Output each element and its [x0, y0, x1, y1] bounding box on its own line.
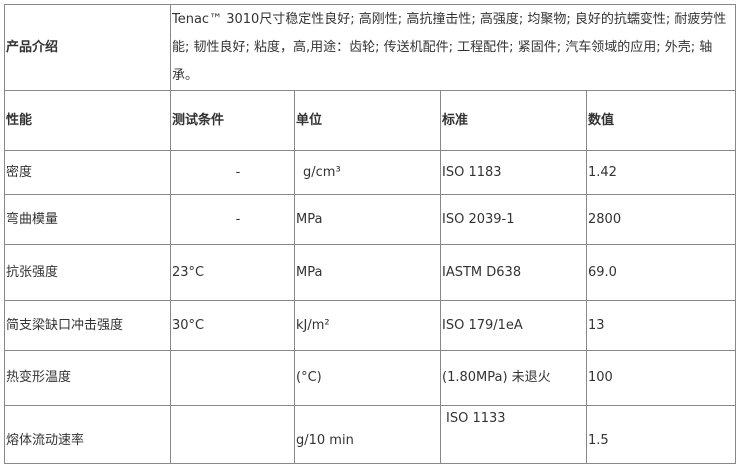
condition [170, 405, 295, 464]
value: 1.5 [585, 405, 737, 464]
intro-row: 产品介绍 Tenac™ 3010尺寸稳定性良好; 高刚性; 高抗撞击性; 高强度… [4, 4, 737, 91]
header-value: 数值 [585, 90, 737, 151]
table-row: 抗张强度 23°C MPa IASTM D638 69.0 [4, 244, 737, 301]
unit: (°C) [294, 350, 441, 406]
condition: - [170, 150, 295, 195]
unit: kJ/m² [294, 300, 441, 351]
condition: 23°C [170, 244, 295, 301]
header-row: 性能 测试条件 单位 标准 数值 [4, 90, 737, 151]
value: 100 [585, 350, 737, 406]
standard: ISO 179/1eA [440, 300, 587, 351]
unit: MPa [294, 194, 441, 245]
product-spec-table: 产品介绍 Tenac™ 3010尺寸稳定性良好; 高刚性; 高抗撞击性; 高强度… [4, 4, 737, 464]
table-row: 简支梁缺口冲击强度 30°C kJ/m² ISO 179/1eA 13 [4, 300, 737, 351]
standard: ISO 2039-1 [440, 194, 587, 245]
value: 2800 [585, 194, 737, 245]
standard: ISO 1183 [440, 150, 587, 195]
table-row: 热变形温度 (°C) (1.80MPa) 未退火 100 [4, 350, 737, 406]
header-property: 性能 [4, 90, 171, 151]
standard: IASTM D638 [440, 244, 587, 301]
property: 密度 [4, 150, 171, 195]
property: 热变形温度 [4, 350, 171, 406]
property: 抗张强度 [4, 244, 171, 301]
standard: ISO 1133 [440, 405, 587, 464]
table-row: 熔体流动速率 g/10 min ISO 1133 1.5 [4, 405, 737, 464]
property: 熔体流动速率 [4, 405, 171, 464]
property: 简支梁缺口冲击强度 [4, 300, 171, 351]
condition: - [170, 194, 295, 245]
unit: MPa [294, 244, 441, 301]
condition: 30°C [170, 300, 295, 351]
intro-text: Tenac™ 3010尺寸稳定性良好; 高刚性; 高抗撞击性; 高强度; 均聚物… [169, 4, 737, 91]
header-standard: 标准 [440, 90, 587, 151]
table-row: 密度 - g/cm³ ISO 1183 1.42 [4, 150, 737, 195]
header-unit: 单位 [294, 90, 441, 151]
value: 69.0 [585, 244, 737, 301]
table-row: 弯曲模量 - MPa ISO 2039-1 2800 [4, 194, 737, 245]
header-condition: 测试条件 [170, 90, 295, 151]
unit: g/10 min [294, 405, 441, 464]
value: 1.42 [585, 150, 737, 195]
standard: (1.80MPa) 未退火 [440, 350, 587, 406]
property: 弯曲模量 [4, 194, 171, 245]
unit: g/cm³ [294, 150, 441, 195]
intro-label: 产品介绍 [4, 4, 171, 91]
value: 13 [585, 300, 737, 351]
condition [170, 350, 295, 406]
